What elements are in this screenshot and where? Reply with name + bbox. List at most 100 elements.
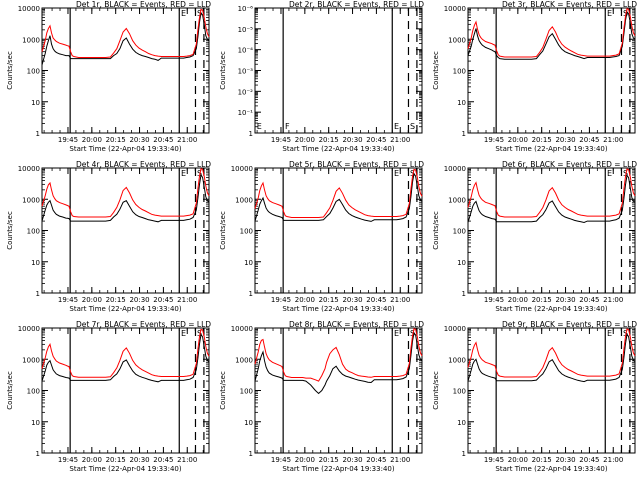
x-tick-label: 20:45 (366, 296, 386, 304)
x-tick-label: 19:45 (484, 456, 504, 464)
y-tick-label: 1 (249, 290, 253, 298)
y-tick-label: 100 (453, 228, 466, 236)
lld-rate-line (41, 167, 210, 218)
marker-letter: S (623, 9, 628, 18)
x-tick-label: 20:30 (555, 296, 575, 304)
panel-title: Det 8r, BLACK = Events, RED = LLD (289, 320, 424, 329)
panel-title: Det 9r, BLACK = Events, RED = LLD (502, 320, 637, 329)
events-rate-line (254, 172, 423, 222)
marker-letter: E (607, 169, 612, 178)
marker-letter: S (623, 169, 628, 178)
y-tick-label: 100 (453, 68, 466, 76)
plot-frame (41, 327, 210, 454)
panel-title: Det 3r, BLACK = Events, RED = LLD (502, 0, 637, 9)
y-tick-label: 10⁻⁴ (238, 47, 254, 55)
y-tick-label: 10⁻² (238, 88, 254, 96)
x-tick-label: 19:45 (271, 136, 291, 144)
x-tick-label: 19:45 (484, 296, 504, 304)
y-tick-label: 100 (27, 68, 40, 76)
y-axis-label: Counts/sec (219, 371, 227, 410)
marker-letter: E (607, 329, 612, 338)
x-tick-label: 19:45 (58, 136, 78, 144)
y-tick-label: 10 (31, 419, 40, 427)
lld-rate-line (467, 328, 636, 378)
y-tick-label: 1 (249, 450, 253, 458)
y-tick-label: 10000 (444, 325, 466, 333)
events-rate-line (41, 333, 210, 383)
y-tick-label: 10000 (444, 165, 466, 173)
x-tick-label: 20:45 (579, 296, 599, 304)
x-axis-label: Start Time (22-Apr-04 19:33:40) (282, 145, 394, 153)
events-rate-line (41, 173, 210, 223)
y-tick-label: 10⁻³ (238, 68, 254, 76)
x-tick-label: 19:45 (271, 296, 291, 304)
x-tick-label: 20:15 (532, 136, 552, 144)
panel-9: Det 9r, BLACK = Events, RED = LLD 1 10 100 1… (432, 320, 637, 473)
x-axis-label: Start Time (22-Apr-04 19:33:40) (495, 145, 607, 153)
plot-frame (41, 167, 210, 294)
events-rate-line (467, 333, 636, 383)
lld-rate-line (254, 327, 423, 382)
y-tick-label: 10 (244, 259, 253, 267)
x-axis-label: Start Time (22-Apr-04 19:33:40) (69, 145, 181, 153)
y-tick-label: 10⁻⁶ (238, 5, 254, 13)
y-axis-label: Counts/sec (432, 371, 440, 410)
marker-letter: S (410, 329, 415, 338)
y-tick-label: 10 (244, 419, 253, 427)
events-rate-line (254, 331, 423, 395)
y-tick-label: 1000 (448, 196, 466, 204)
plot-frame (467, 7, 636, 134)
marker-letter: S (623, 329, 628, 338)
x-tick-label: 20:00 (295, 456, 315, 464)
plot-frame (41, 7, 210, 134)
x-tick-label: 20:45 (153, 296, 173, 304)
y-tick-label: 1000 (448, 36, 466, 44)
marker-letter: S (197, 169, 202, 178)
y-tick-label: 10000 (18, 325, 40, 333)
events-rate-line (467, 10, 636, 60)
lld-rate-line (467, 168, 636, 218)
y-tick-label: 10000 (18, 165, 40, 173)
x-tick-label: 20:30 (555, 136, 575, 144)
x-tick-label: 20:45 (579, 456, 599, 464)
x-tick-label: 20:45 (153, 136, 173, 144)
x-tick-label: 21:00 (390, 456, 410, 464)
panel-title: Det 5r, BLACK = Events, RED = LLD (289, 160, 424, 169)
y-tick-label: 1 (249, 130, 253, 138)
y-tick-label: 10000 (231, 325, 253, 333)
marker-letter: E (394, 329, 399, 338)
y-axis-label: Counts/sec (6, 371, 14, 410)
panel-8: Det 8r, BLACK = Events, RED = LLD 1 10 100 1… (219, 320, 424, 473)
events-rate-line (467, 174, 636, 224)
y-axis-label: Counts/sec (6, 211, 14, 250)
x-tick-label: 20:45 (579, 136, 599, 144)
x-tick-label: 20:45 (366, 136, 386, 144)
panel-3: Det 3r, BLACK = Events, RED = LLD 1 10 100 1… (432, 0, 637, 153)
x-axis-label: Start Time (22-Apr-04 19:33:40) (495, 305, 607, 313)
x-tick-label: 20:30 (129, 456, 149, 464)
y-tick-label: 1 (36, 450, 40, 458)
marker-letter: E (181, 169, 186, 178)
y-tick-label: 1 (462, 130, 466, 138)
panel-4: Det 4r, BLACK = Events, RED = LLD 1 10 100 1… (6, 160, 211, 313)
x-axis-label: Start Time (22-Apr-04 19:33:40) (282, 465, 394, 473)
y-tick-label: 100 (240, 388, 253, 396)
x-tick-label: 20:15 (106, 456, 126, 464)
y-tick-label: 1000 (22, 196, 40, 204)
panel-title: Det 2r, BLACK = Events, RED = LLD (289, 0, 424, 9)
panel-6: Det 6r, BLACK = Events, RED = LLD 1 10 100 1… (432, 160, 637, 313)
panel-2: Det 2r, BLACK = Events, RED = LLD 1 10⁻¹ 10… (219, 0, 424, 153)
y-tick-label: 1000 (235, 196, 253, 204)
y-tick-label: 10⁻¹ (238, 109, 254, 117)
x-tick-label: 20:30 (555, 456, 575, 464)
panel-title: Det 1r, BLACK = Events, RED = LLD (76, 0, 211, 9)
y-tick-label: 10 (31, 259, 40, 267)
panel-7: Det 7r, BLACK = Events, RED = LLD 1 10 100 1… (6, 320, 211, 473)
x-axis-label: Start Time (22-Apr-04 19:33:40) (69, 465, 181, 473)
y-tick-label: 100 (453, 388, 466, 396)
y-tick-label: 100 (27, 388, 40, 396)
x-tick-label: 20:15 (319, 456, 339, 464)
x-tick-label: 21:00 (177, 136, 197, 144)
x-tick-label: 20:15 (532, 296, 552, 304)
x-tick-label: 19:45 (271, 456, 291, 464)
